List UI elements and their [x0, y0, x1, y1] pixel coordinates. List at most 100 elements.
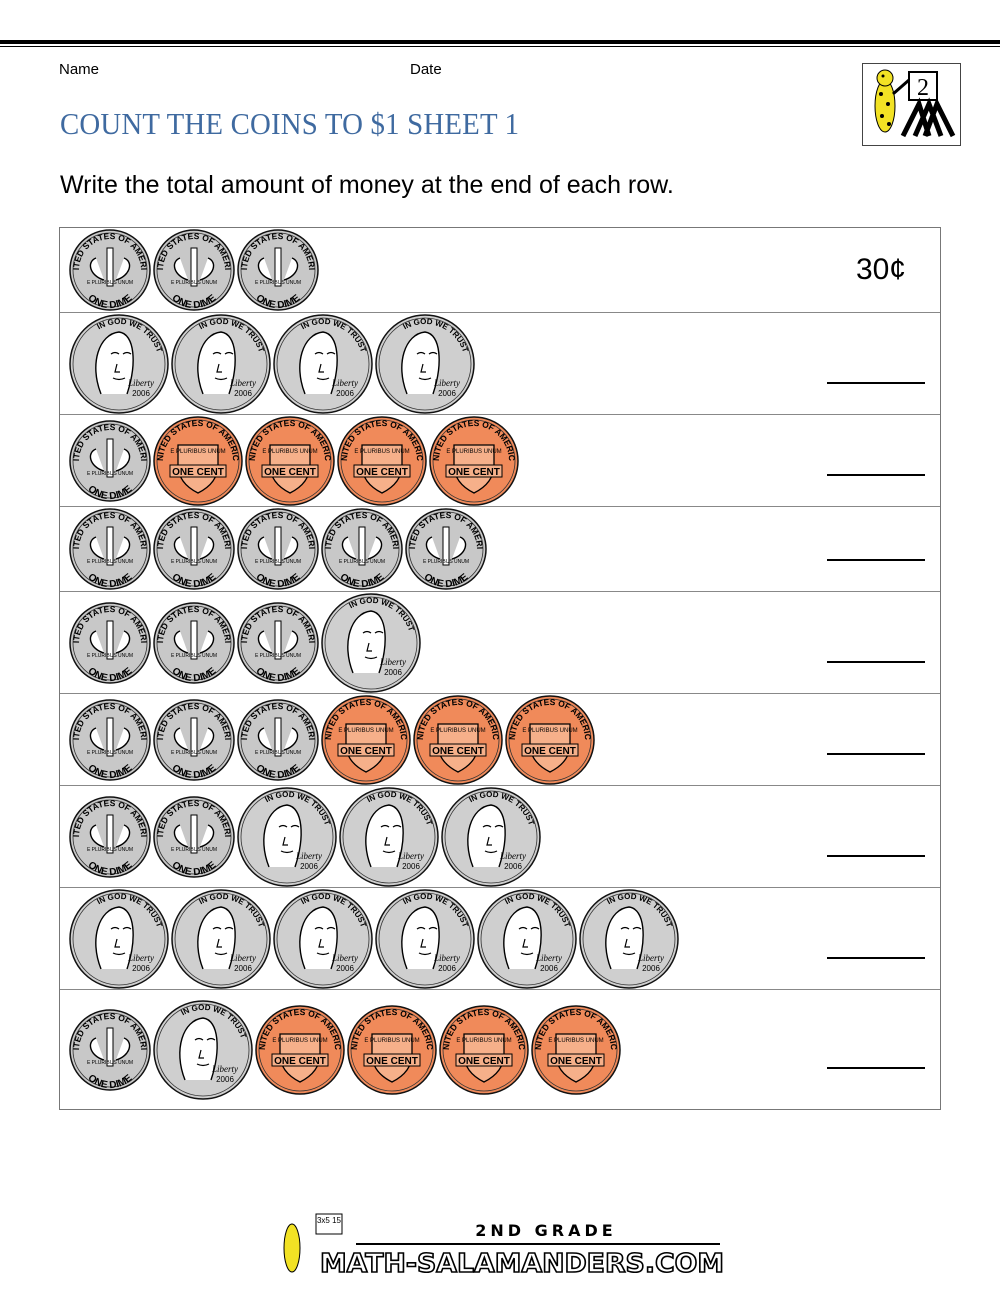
- coin-row: UNITED STATES OF AMERICAE PLURIBUS UNUMO…: [60, 989, 940, 1109]
- coin-row: UNITED STATES OF AMERICAE PLURIBUS UNUMO…: [60, 228, 940, 312]
- penny-coin: UNITED STATES OF AMERICAE PLURIBUS UNUMO…: [244, 415, 335, 506]
- svg-text:2006: 2006: [384, 668, 402, 677]
- footer-site: MATH-SALAMANDERS.COM: [320, 1249, 724, 1276]
- svg-text:ONE CENT: ONE CENT: [432, 746, 484, 757]
- svg-text:E PLURIBUS UNUM: E PLURIBUS UNUM: [354, 449, 409, 455]
- svg-text:E PLURIBUS UNUM: E PLURIBUS UNUM: [338, 728, 393, 734]
- svg-text:ONE DIME: ONE DIME: [254, 572, 303, 591]
- answer-blank[interactable]: [827, 957, 925, 959]
- svg-text:2006: 2006: [336, 389, 354, 398]
- svg-text:E PLURIBUS UNUM: E PLURIBUS UNUM: [255, 653, 301, 659]
- svg-text:E PLURIBUS UNUM: E PLURIBUS UNUM: [171, 653, 217, 659]
- svg-text:ONE CENT: ONE CENT: [448, 467, 500, 478]
- answer-blank[interactable]: [827, 855, 925, 857]
- footer-badge: 3x5 15: [317, 1216, 342, 1225]
- svg-text:Liberty: Liberty: [433, 378, 460, 388]
- svg-text:ONE DIME: ONE DIME: [86, 293, 135, 312]
- dime-coin: UNITED STATES OF AMERICAE PLURIBUS UNUMO…: [236, 698, 319, 781]
- dime-coin: UNITED STATES OF AMERICAE PLURIBUS UNUMO…: [236, 601, 319, 684]
- coin-row: UNITED STATES OF AMERICAE PLURIBUS UNUMO…: [60, 693, 940, 785]
- dime-coin: UNITED STATES OF AMERICAE PLURIBUS UNUMO…: [152, 507, 235, 591]
- answer-blank[interactable]: [827, 1067, 925, 1069]
- svg-text:Liberty: Liberty: [127, 953, 154, 963]
- dime-coin: UNITED STATES OF AMERICAE PLURIBUS UNUMO…: [68, 228, 151, 312]
- svg-text:E PLURIBUS UNUM: E PLURIBUS UNUM: [255, 750, 301, 756]
- answer-example: 30¢: [855, 253, 906, 286]
- svg-text:Liberty: Liberty: [433, 953, 460, 963]
- svg-text:E PLURIBUS UNUM: E PLURIBUS UNUM: [87, 280, 133, 286]
- svg-text:Liberty: Liberty: [379, 657, 406, 667]
- svg-text:E PLURIBUS UNUM: E PLURIBUS UNUM: [522, 728, 577, 734]
- svg-text:ONE DIME: ONE DIME: [170, 859, 219, 878]
- svg-text:Liberty: Liberty: [295, 851, 322, 861]
- svg-text:2006: 2006: [300, 862, 318, 871]
- svg-text:E PLURIBUS UNUM: E PLURIBUS UNUM: [262, 449, 317, 455]
- svg-text:E PLURIBUS UNUM: E PLURIBUS UNUM: [255, 559, 301, 565]
- coin-table: UNITED STATES OF AMERICAE PLURIBUS UNUMO…: [59, 227, 941, 1110]
- dime-coin: UNITED STATES OF AMERICAE PLURIBUS UNUMO…: [404, 507, 487, 590]
- instructions: Write the total amount of money at the e…: [60, 171, 674, 199]
- svg-text:2006: 2006: [402, 862, 420, 871]
- svg-text:2006: 2006: [336, 964, 354, 973]
- svg-text:ONE DIME: ONE DIME: [86, 762, 135, 781]
- answer-blank[interactable]: [827, 559, 925, 561]
- footer-logo: 3x5 15 2ND GRADE MATH-SALAMANDERS.COM: [276, 1212, 726, 1280]
- svg-text:ONE DIME: ONE DIME: [86, 859, 135, 878]
- dime-coin: UNITED STATES OF AMERICAE PLURIBUS UNUMO…: [68, 419, 151, 502]
- svg-text:E PLURIBUS UNUM: E PLURIBUS UNUM: [87, 471, 133, 477]
- svg-text:ONE DIME: ONE DIME: [170, 572, 219, 591]
- dime-coin: UNITED STATES OF AMERICAE PLURIBUS UNUMO…: [152, 228, 235, 311]
- answer-blank[interactable]: [827, 382, 925, 384]
- svg-text:ONE CENT: ONE CENT: [550, 1056, 602, 1067]
- dime-coin: UNITED STATES OF AMERICAE PLURIBUS UNUMO…: [68, 795, 151, 878]
- svg-text:ONE CENT: ONE CENT: [524, 746, 576, 757]
- svg-text:ONE CENT: ONE CENT: [274, 1056, 326, 1067]
- dime-coin: UNITED STATES OF AMERICAE PLURIBUS UNUMO…: [236, 507, 319, 591]
- svg-text:ONE CENT: ONE CENT: [340, 746, 392, 757]
- svg-text:E PLURIBUS UNUM: E PLURIBUS UNUM: [548, 1038, 603, 1044]
- svg-text:E PLURIBUS UNUM: E PLURIBUS UNUM: [171, 559, 217, 565]
- logo-digit: 2: [917, 75, 929, 101]
- page-title: COUNT THE COINS TO $1 SHEET 1: [60, 106, 520, 141]
- dime-coin: UNITED STATES OF AMERICAE PLURIBUS UNUMO…: [320, 507, 403, 590]
- svg-text:2006: 2006: [438, 389, 456, 398]
- svg-text:2006: 2006: [642, 964, 660, 973]
- coin-row: UNITED STATES OF AMERICAE PLURIBUS UNUMO…: [60, 414, 940, 506]
- svg-text:E PLURIBUS UNUM: E PLURIBUS UNUM: [272, 1038, 327, 1044]
- svg-text:E PLURIBUS UNUM: E PLURIBUS UNUM: [423, 559, 469, 565]
- svg-text:Liberty: Liberty: [331, 953, 358, 963]
- svg-text:Liberty: Liberty: [229, 378, 256, 388]
- answer-blank[interactable]: [827, 474, 925, 476]
- svg-text:ONE DIME: ONE DIME: [86, 483, 135, 502]
- dime-coin: UNITED STATES OF AMERICAE PLURIBUS UNUMO…: [68, 698, 151, 781]
- svg-text:Liberty: Liberty: [397, 851, 424, 861]
- name-label: Name: [59, 61, 100, 78]
- svg-text:2006: 2006: [132, 964, 150, 973]
- svg-text:E PLURIBUS UNUM: E PLURIBUS UNUM: [87, 750, 133, 756]
- svg-text:ONE DIME: ONE DIME: [254, 293, 303, 312]
- answer-blank[interactable]: [827, 661, 925, 663]
- penny-coin: UNITED STATES OF AMERICAE PLURIBUS UNUMO…: [438, 1004, 529, 1095]
- coin-row: UNITED STATES OF AMERICAE PLURIBUS UNUMO…: [60, 506, 940, 591]
- svg-text:ONE DIME: ONE DIME: [86, 665, 135, 684]
- answer-blank[interactable]: [827, 753, 925, 755]
- svg-text:Liberty: Liberty: [331, 378, 358, 388]
- svg-text:Liberty: Liberty: [127, 378, 154, 388]
- svg-text:ONE CENT: ONE CENT: [366, 1056, 418, 1067]
- svg-text:Liberty: Liberty: [637, 953, 664, 963]
- penny-coin: UNITED STATES OF AMERICAE PLURIBUS UNUMO…: [254, 1004, 345, 1095]
- svg-text:2006: 2006: [540, 964, 558, 973]
- svg-text:E PLURIBUS UNUM: E PLURIBUS UNUM: [87, 653, 133, 659]
- svg-text:E PLURIBUS UNUM: E PLURIBUS UNUM: [171, 280, 217, 286]
- dime-coin: UNITED STATES OF AMERICAE PLURIBUS UNUMO…: [152, 601, 235, 684]
